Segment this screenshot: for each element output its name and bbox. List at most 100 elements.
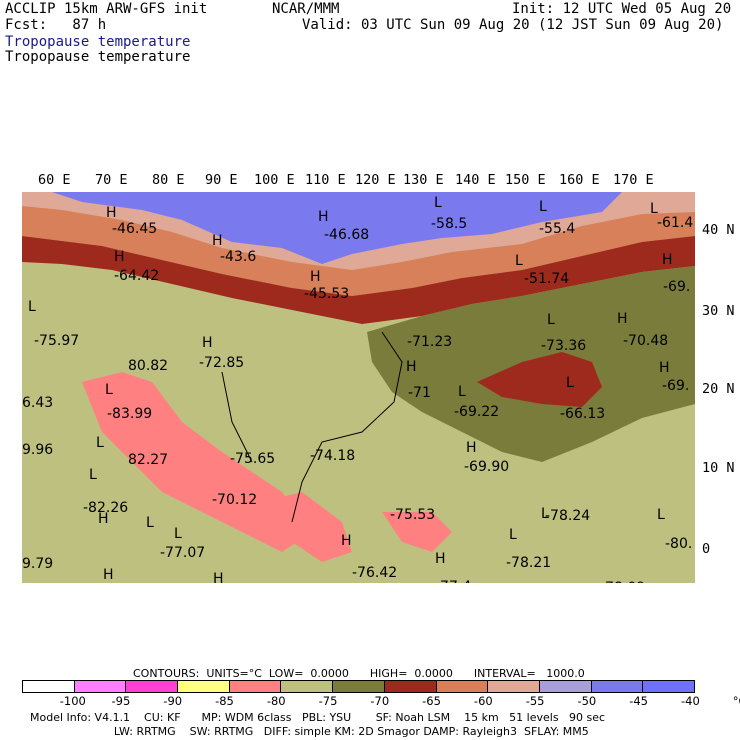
map-label: -55.4 [539, 221, 575, 237]
map-label: H [103, 567, 114, 583]
map-label: H [202, 335, 213, 351]
map-label: -71.23 [407, 334, 452, 350]
footer-line-2: LW: RRTMG SW: RRTMG DIFF: simple KM: 2D … [30, 725, 589, 738]
legend-swatch [539, 681, 592, 692]
cold-pool-indochina [262, 492, 352, 562]
legend-swatch [436, 681, 489, 692]
map-label: -58.5 [431, 216, 467, 232]
legend-swatch [591, 681, 644, 692]
map-label: 80.82 [128, 358, 168, 374]
map-label: 82.27 [128, 452, 168, 468]
map-label: -69. [662, 378, 689, 394]
lon-label: 100 E [254, 172, 295, 188]
lat-label: 30 N [702, 303, 735, 319]
cold-pool-east [477, 352, 602, 407]
lon-label: 110 E [305, 172, 346, 188]
map-label: -83.99 [107, 406, 152, 422]
map-label: L [509, 527, 517, 543]
lon-label: 70 E [95, 172, 128, 188]
map-label: H [213, 571, 224, 583]
map-label: 9.96 [22, 442, 53, 458]
map-label: L [650, 201, 658, 217]
map-label: H [106, 205, 117, 221]
map-label: -69. [663, 279, 690, 295]
map-label: -75.65 [230, 451, 275, 467]
legend-value: -90 [163, 694, 183, 708]
lon-label: 130 E [403, 172, 444, 188]
valid-time: Valid: 03 UTC Sun 09 Aug 20 (12 JST Sun … [302, 17, 724, 33]
map-label: -70.12 [212, 492, 257, 508]
map-label: -70.48 [623, 333, 668, 349]
map-label: L [96, 435, 104, 451]
field-title-2: Tropopause temperature [5, 49, 191, 65]
field-title-1: Tropopause temperature [5, 34, 191, 50]
map-label: H [466, 440, 477, 456]
map-label: L [458, 384, 466, 400]
map-label: -80. [665, 536, 692, 552]
map-label: H [98, 511, 109, 527]
legend-value: -50 [577, 694, 597, 708]
lon-label: 120 E [355, 172, 396, 188]
legend-swatch [384, 681, 437, 692]
map-label: -61.4 [657, 215, 693, 231]
lon-label: 90 E [205, 172, 238, 188]
map-label: H [310, 269, 321, 285]
map-labels: H-46.45H-46.68L-58.5L-55.4L-61.4H-43.6H-… [22, 195, 693, 583]
map-label: -66.13 [560, 406, 605, 422]
map-label: L [28, 299, 36, 315]
map-label: -64.42 [114, 268, 159, 284]
tropopause-temperature-map: H-46.45H-46.68L-58.5L-55.4L-61.4H-43.6H-… [22, 192, 695, 583]
map-label: L [105, 382, 113, 398]
legend-swatch [488, 681, 540, 692]
lat-label: 40 N [702, 222, 735, 238]
band-minus65 [22, 236, 695, 324]
lon-label: 140 E [455, 172, 496, 188]
org-label: NCAR/MMM [272, 1, 340, 17]
contours-info: CONTOURS: UNITS=°C LOW= 0.0000 HIGH= 0.0… [133, 667, 585, 680]
legend-swatch [126, 681, 179, 692]
legend-value: -85 [215, 694, 234, 708]
cold-pool-borneo [382, 512, 452, 552]
legend-value: -40 [681, 694, 700, 708]
legend-value: -80 [266, 694, 286, 708]
legend-value: -100 [59, 694, 86, 708]
lat-label: 10 N [702, 460, 735, 476]
map-label: H [318, 209, 329, 225]
band-minus40 [52, 192, 622, 264]
map-label: L [515, 253, 523, 269]
map-label: -43.6 [220, 249, 256, 265]
map-label: -72.85 [199, 355, 244, 371]
map-label: -46.68 [324, 227, 369, 243]
legend-value: -60 [473, 694, 493, 708]
map-label: -75.97 [34, 333, 79, 349]
lon-label: 80 E [152, 172, 185, 188]
coastline-hint [221, 331, 403, 523]
map-label: H [406, 359, 417, 375]
map-label: H [617, 311, 628, 327]
map-label: -75.53 [390, 507, 435, 523]
map-label: L [174, 526, 182, 542]
lon-label: 60 E [38, 172, 71, 188]
legend-swatch [229, 681, 282, 692]
footer-line-1: Model Info: V4.1.1 CU: KF MP: WDM 6class… [30, 711, 606, 724]
map-label: -71 [408, 385, 431, 401]
map-label: -78.21 [506, 555, 551, 571]
map-label: -69.22 [454, 404, 499, 420]
map-label: L [146, 515, 154, 531]
map-label: -73.36 [541, 338, 586, 354]
legend-swatch [333, 681, 385, 692]
legend-swatch [178, 681, 230, 692]
map-label: L [657, 507, 665, 523]
map-label: -77.4 [435, 579, 471, 583]
map-label: -69.90 [464, 459, 509, 475]
map-label: 6.43 [22, 395, 53, 411]
model-title: ACCLIP 15km ARW-GFS init [5, 1, 208, 17]
map-label: H [114, 249, 125, 265]
legend-value: -65 [422, 694, 441, 708]
map-label: H [435, 551, 446, 567]
map-label: -51.74 [524, 271, 569, 287]
legend-value: -70 [370, 694, 390, 708]
map-label: -76.42 [352, 565, 397, 581]
map-label: -78.09 [600, 580, 645, 583]
lon-label: 170 E [613, 172, 654, 188]
